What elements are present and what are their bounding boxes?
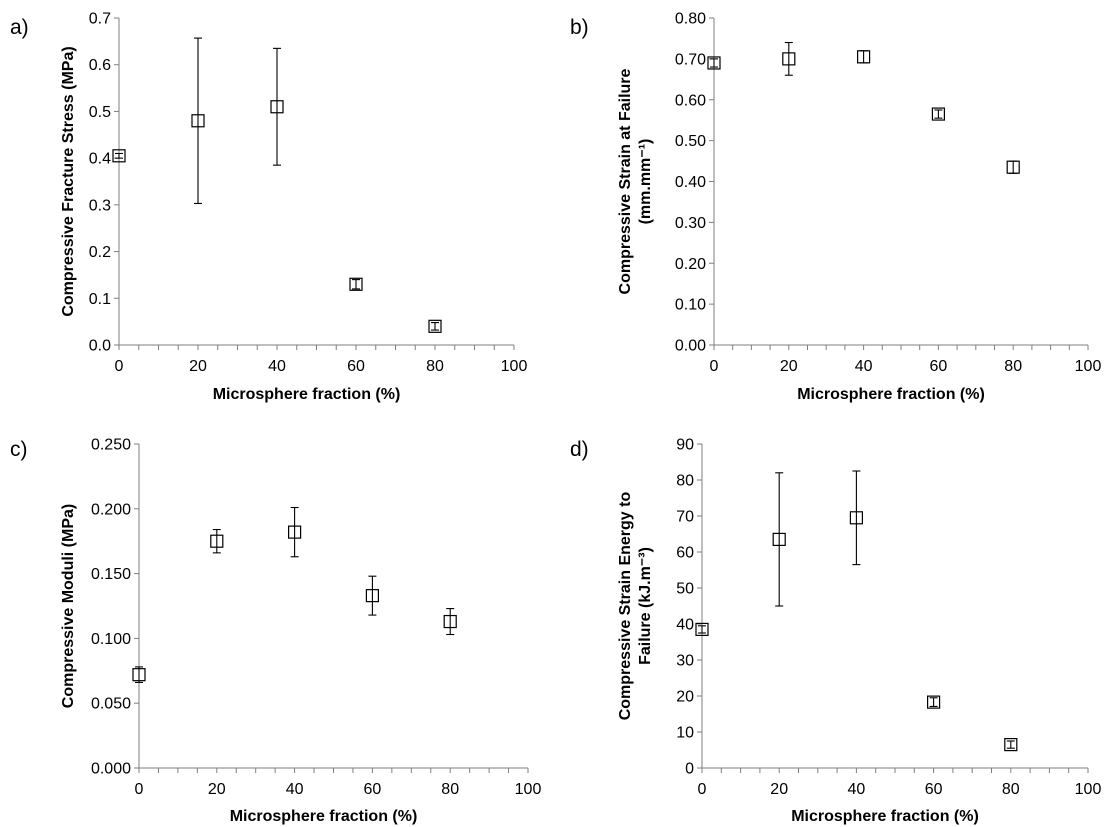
x-tick-label: 80: [426, 358, 444, 375]
x-tick-label: 40: [286, 781, 304, 798]
chart-panel-a: a) 0.0 0.1 0.2 0.3 0.4 0.5 0.6 0.7 0 20 40 60 80 100 Mi…: [10, 11, 527, 404]
y-tick-label: 0.150: [91, 566, 131, 583]
panel-label: b): [570, 16, 589, 39]
x-tick-label: 60: [930, 358, 948, 375]
y-tick-label: 0.100: [91, 631, 131, 648]
y-tick-label: 0.40: [675, 174, 706, 191]
data-point: [366, 590, 378, 602]
y-tick-label: 0: [685, 761, 694, 778]
x-tick-label: 60: [347, 358, 365, 375]
y-tick-label: 0.250: [91, 437, 131, 454]
y-tick-label: 0.60: [675, 92, 706, 109]
data-point: [850, 512, 862, 524]
y-tick-label: 0.30: [675, 215, 706, 232]
x-tick-label: 20: [770, 781, 788, 798]
data-point: [271, 101, 283, 113]
y-tick-label: 0.200: [91, 501, 131, 518]
y-axis-title: Compressive Strain Energy to: [617, 492, 634, 721]
x-tick-label: 80: [441, 781, 459, 798]
y-axis-title: Compressive Strain at Failure: [617, 68, 634, 294]
x-tick-label: 100: [1075, 781, 1102, 798]
y-tick-label: 10: [676, 725, 694, 742]
y-tick-label: 0.3: [89, 197, 111, 214]
x-axis-title: Microsphere fraction (%): [791, 808, 979, 825]
x-tick-label: 80: [1002, 781, 1020, 798]
y-tick-label: 0.70: [675, 51, 706, 68]
x-tick-label: 60: [364, 781, 382, 798]
y-tick-label: 0.10: [675, 297, 706, 314]
data-point: [773, 533, 785, 545]
data-point: [858, 51, 870, 63]
chart-panel-d: d) 0 10 20 30 40 50 60 70 80 90 0 20 40 60 80 100 Microsp…: [570, 437, 1101, 826]
y-tick-label: 0.0: [89, 338, 111, 355]
y-tick-label: 0.7: [89, 11, 111, 28]
y-tick-label: 0.050: [91, 696, 131, 713]
x-tick-label: 20: [189, 358, 207, 375]
data-point: [289, 526, 301, 538]
data-point: [696, 623, 708, 635]
y-tick-label: 70: [676, 509, 694, 526]
data-point: [444, 616, 456, 628]
panel-label: d): [570, 438, 589, 461]
data-point: [1007, 161, 1019, 173]
y-tick-label: 50: [676, 581, 694, 598]
x-tick-label: 40: [848, 781, 866, 798]
x-tick-label: 100: [501, 358, 528, 375]
x-tick-label: 60: [925, 781, 943, 798]
x-tick-label: 40: [268, 358, 286, 375]
x-axis-title: Microsphere fraction (%): [213, 386, 401, 403]
y-tick-label: 0.6: [89, 57, 111, 74]
y-tick-label: 20: [676, 689, 694, 706]
data-point: [928, 696, 940, 708]
x-axis-title: Microsphere fraction (%): [797, 386, 985, 403]
chart-panel-c: c) 0.000 0.050 0.100 0.150 0.200 0.250 0 20 40 60 8…: [10, 437, 541, 826]
y-tick-label: 0.4: [89, 151, 111, 168]
x-tick-label: 0: [698, 781, 707, 798]
data-point: [1005, 739, 1017, 751]
x-tick-label: 40: [855, 358, 873, 375]
y-axis-title: Failure (kJ.m⁻³): [637, 547, 654, 665]
data-point: [429, 320, 441, 332]
x-tick-label: 20: [780, 358, 798, 375]
y-tick-label: 0.1: [89, 291, 111, 308]
y-tick-label: 90: [676, 437, 694, 454]
y-tick-label: 0.20: [675, 256, 706, 273]
x-tick-label: 0: [135, 781, 144, 798]
x-tick-label: 20: [208, 781, 226, 798]
x-tick-label: 0: [115, 358, 124, 375]
x-axis-title: Microsphere fraction (%): [230, 808, 418, 825]
panel-label: c): [10, 438, 28, 461]
y-tick-label: 80: [676, 473, 694, 490]
y-tick-label: 0.00: [675, 338, 706, 355]
data-point: [211, 535, 223, 547]
panel-label: a): [10, 16, 29, 39]
y-axis-title: (mm.mm⁻¹): [637, 139, 654, 225]
data-point: [708, 57, 720, 69]
chart-panel-b: b) 0.00 0.10 0.20 0.30 0.40 0.50 0.60 0.70 0.80 0 2…: [570, 11, 1101, 404]
y-tick-label: 30: [676, 653, 694, 670]
data-point: [133, 669, 145, 681]
data-point: [350, 278, 362, 290]
y-tick-label: 0.000: [91, 761, 131, 778]
y-tick-label: 40: [676, 617, 694, 634]
y-axis-title: Compressive Fracture Stress (MPa): [60, 46, 77, 316]
y-tick-label: 0.80: [675, 11, 706, 28]
y-tick-label: 60: [676, 545, 694, 562]
data-point: [932, 108, 944, 120]
x-tick-label: 0: [710, 358, 719, 375]
y-tick-label: 0.2: [89, 244, 111, 261]
y-tick-label: 0.5: [89, 104, 111, 121]
data-point: [783, 53, 795, 65]
x-tick-label: 80: [1004, 358, 1022, 375]
x-tick-label: 100: [1075, 358, 1102, 375]
y-tick-label: 0.50: [675, 133, 706, 150]
x-tick-label: 100: [515, 781, 542, 798]
data-point: [113, 150, 125, 162]
y-axis-title: Compressive Moduli (MPa): [60, 504, 77, 708]
data-point: [192, 115, 204, 127]
